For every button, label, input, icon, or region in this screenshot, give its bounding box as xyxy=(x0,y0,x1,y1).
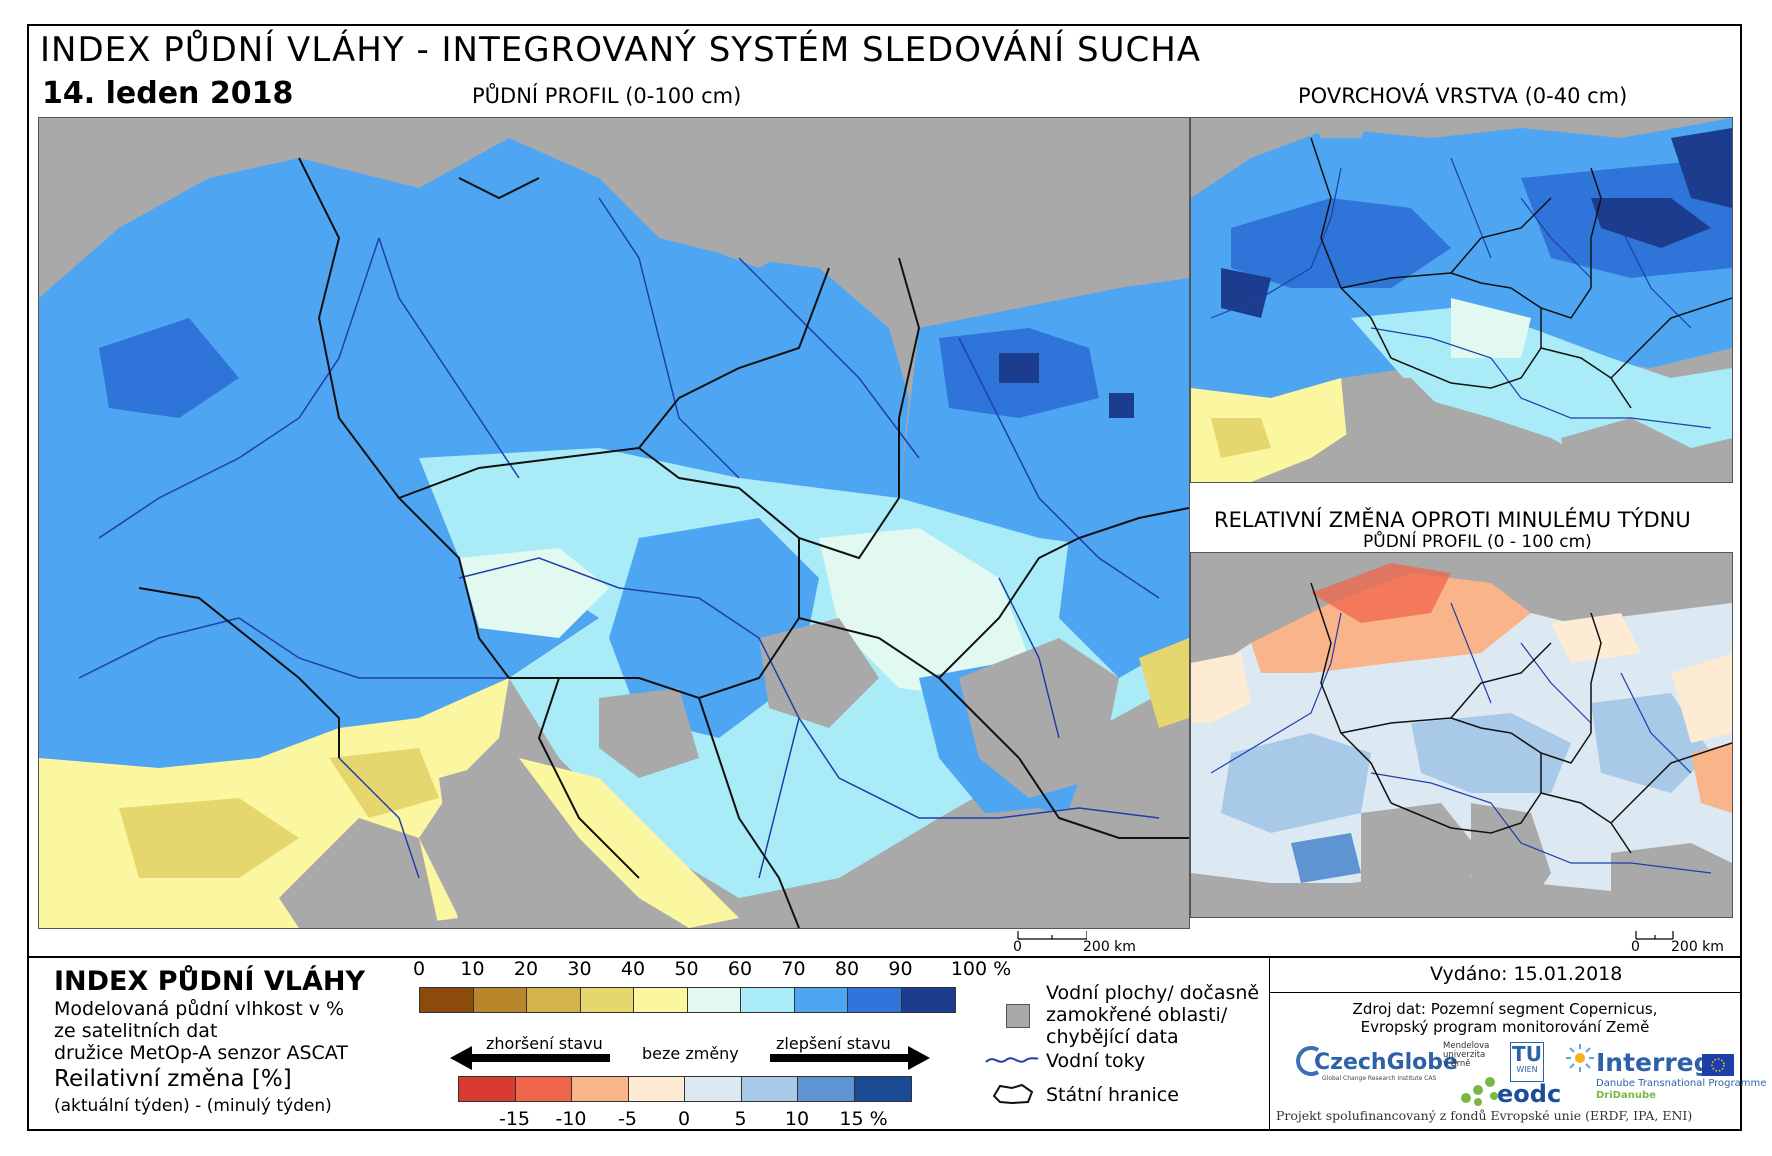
soil-moisture-swatch xyxy=(634,988,688,1012)
mendel-line: Mendelova xyxy=(1443,1041,1490,1051)
surface-layer-map xyxy=(1190,117,1733,483)
soil-moisture-swatch xyxy=(794,988,848,1012)
soil-moisture-tick: 30 xyxy=(567,958,592,980)
soil-moisture-tick: 10 xyxy=(460,958,485,980)
soil-moisture-tick: 80 xyxy=(834,958,860,980)
czechglobe-subtext: Global Change Research Institute CAS xyxy=(1322,1075,1437,1082)
soil-moisture-tick: 50 xyxy=(674,958,699,980)
legend-desc-line: družice MetOp-A senzor ASCAT xyxy=(54,1042,348,1064)
borders-legend-label: Státní hranice xyxy=(1046,1084,1179,1106)
mendel-line: v Brně xyxy=(1443,1059,1471,1069)
soil-moisture-swatch xyxy=(901,988,955,1012)
relative-change-tick: 5 xyxy=(734,1108,747,1130)
relative-change-swatch xyxy=(628,1077,685,1101)
change-map-label: RELATIVNÍ ZMĚNA OPROTI MINULÉMU TÝDNU xyxy=(1214,508,1691,532)
relative-change-tick: -10 xyxy=(555,1108,587,1130)
scale-start: 0 xyxy=(1631,939,1640,955)
soil-moisture-swatch xyxy=(580,988,634,1012)
legend-relative-title: Reilativní změna [%] xyxy=(54,1066,292,1092)
data-source: Zdroj dat: Pozemní segment Copernicus, E… xyxy=(1290,1000,1720,1036)
nodata-legend-label: Vodní plochy/ dočasně zamokřené oblasti/… xyxy=(1046,982,1259,1048)
soil-moisture-tick: 40 xyxy=(620,958,646,980)
border-legend-icon xyxy=(992,1083,1034,1105)
soil-moisture-tick: 60 xyxy=(727,958,753,980)
relative-change-swatch xyxy=(515,1077,572,1101)
soil-moisture-tick: 0 xyxy=(412,958,426,980)
relative-change-tick: -5 xyxy=(618,1108,637,1130)
legend-relative-desc: (aktuální týden) - (minulý týden) xyxy=(54,1096,332,1116)
change-direction-arrows xyxy=(450,1046,930,1070)
soil-moisture-swatch xyxy=(473,988,527,1012)
mendel-logo-text: Mendelova univerzita v Brně xyxy=(1443,1042,1489,1069)
scale-end: 200 km xyxy=(1671,939,1724,955)
soil-moisture-tick: 20 xyxy=(513,958,539,980)
relative-change-tick: 0 xyxy=(677,1108,691,1130)
change-map-scale-bar: 0 200 km xyxy=(1631,929,1741,955)
mendel-line: univerzita xyxy=(1443,1050,1486,1060)
legend-desc-line: Modelovaná půdní vlhkost v % xyxy=(54,998,345,1020)
main-soil-moisture-map xyxy=(38,117,1190,929)
main-map-label: PŮDNÍ PROFIL (0-100 cm) xyxy=(472,84,742,108)
page-title: INDEX PŮDNÍ VLÁHY - INTEGROVANÝ SYSTÉM S… xyxy=(40,30,1202,70)
soil-moisture-color-scale xyxy=(419,987,956,1013)
interreg-sun-icon xyxy=(1566,1044,1594,1072)
soil-moisture-swatch xyxy=(420,988,474,1012)
relative-change-swatch xyxy=(459,1077,516,1101)
main-map-scale-bar: 0 200 km xyxy=(1013,929,1163,955)
relative-change-swatch xyxy=(798,1077,855,1101)
eu-flag-icon xyxy=(1702,1054,1734,1076)
nodata-label-line: zamokřené oblasti/ xyxy=(1046,1004,1228,1026)
soil-moisture-swatch xyxy=(687,988,741,1012)
relative-change-tick: 10 xyxy=(784,1108,810,1130)
eodc-logo: eodc xyxy=(1497,1080,1562,1108)
rivers-legend-label: Vodní toky xyxy=(1046,1050,1146,1072)
czechglobe-logo: CzechGlobe Global Change Research Instit… xyxy=(1296,1046,1458,1082)
legend-desc-line: ze satelitních dat xyxy=(54,1020,218,1042)
relative-change-swatch xyxy=(854,1077,911,1101)
soil-moisture-swatch xyxy=(848,988,902,1012)
scale-start: 0 xyxy=(1013,939,1022,955)
nodata-label-line: chybějící data xyxy=(1046,1026,1179,1048)
relative-change-swatch xyxy=(685,1077,742,1101)
footer-divider xyxy=(1269,956,1270,1131)
legend-divider xyxy=(27,956,1742,958)
tu-wien-logo: TU WIEN xyxy=(1510,1042,1544,1082)
surface-map-label: POVRCHOVÁ VRSTVA (0-40 cm) xyxy=(1298,84,1628,108)
mendel-university-logo xyxy=(1461,1077,1498,1106)
relative-change-color-scale xyxy=(458,1076,912,1102)
river-legend-icon xyxy=(985,1057,1039,1063)
issued-date: Vydáno: 15.01.2018 xyxy=(1430,963,1623,985)
source-line: Zdroj dat: Pozemní segment Copernicus, xyxy=(1352,1000,1658,1018)
legend-title: INDEX PŮDNÍ VLÁHY xyxy=(54,966,366,997)
relative-change-tick: 15 % xyxy=(839,1108,888,1130)
relative-change-tick: -15 xyxy=(498,1108,531,1130)
change-map-sublabel: PŮDNÍ PROFIL (0 - 100 cm) xyxy=(1363,532,1592,552)
tu-text: TU xyxy=(1512,1042,1542,1066)
dridanube-text: DriDanube xyxy=(1596,1090,1656,1101)
interreg-logo: Interreg xyxy=(1596,1048,1712,1077)
tu-subtext: WIEN xyxy=(1516,1065,1538,1074)
czechglobe-text: CzechGlobe xyxy=(1314,1050,1458,1075)
arrow-better-label: zlepšení stavu xyxy=(776,1034,891,1053)
nodata-swatch xyxy=(1006,1004,1030,1028)
soil-moisture-tick: 100 % xyxy=(950,958,1012,980)
relative-change-map xyxy=(1190,552,1733,918)
relative-change-swatch xyxy=(572,1077,629,1101)
soil-moisture-swatch xyxy=(527,988,581,1012)
scale-end: 200 km xyxy=(1083,939,1136,955)
soil-moisture-tick: 70 xyxy=(781,958,806,980)
soil-moisture-swatch xyxy=(741,988,795,1012)
interreg-subtext: Danube Transnational Programme xyxy=(1596,1078,1767,1089)
soil-moisture-tick: 90 xyxy=(888,958,913,980)
nodata-label-line: Vodní plochy/ dočasně xyxy=(1046,982,1260,1004)
source-line: Evropský program monitorování Země xyxy=(1360,1018,1650,1036)
relative-change-swatch xyxy=(741,1077,798,1101)
arrow-no-change-label: beze změny xyxy=(642,1044,739,1063)
arrow-worse-label: zhoršení stavu xyxy=(486,1034,603,1053)
cofunding-note: Projekt spolufinancovaný z fondů Evropsk… xyxy=(1276,1108,1693,1123)
legend-description: Modelovaná půdní vlhkost v % ze satelitn… xyxy=(54,998,348,1064)
issued-divider xyxy=(1269,992,1742,993)
date-label: 14. leden 2018 xyxy=(42,76,294,111)
